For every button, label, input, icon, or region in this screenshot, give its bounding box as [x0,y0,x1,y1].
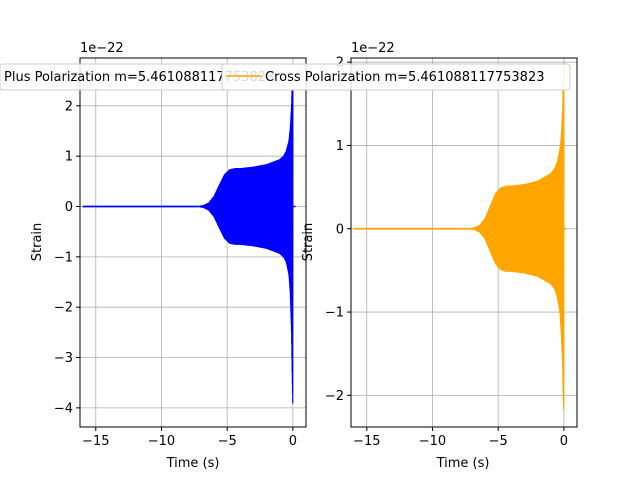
right-ytick-label: −1 [325,306,344,321]
right-legend: Cross Polarization m=5.461088117753823 [221,63,571,91]
right-ytick-label: 2 [336,56,344,71]
left-ytick-label: −4 [54,401,73,416]
right-ytick-label: 1 [336,139,344,154]
right-xtick-label: −15 [353,434,380,449]
left-legend-label: Plus Polarization m=5.461088117753823 [4,70,274,85]
right-xtick-label: 0 [560,434,568,449]
left-xtick-label: −15 [82,434,109,449]
left-ylabel: Strain [30,223,45,262]
right-ytick-label: 0 [336,222,344,237]
right-xtick-label: −10 [419,434,446,449]
left-ytick-label: 1 [65,150,73,165]
right-series-waveform [468,62,565,410]
left-xtick-label: −5 [218,434,237,449]
right-ytick-label: −2 [325,389,344,404]
left-xlabel: Time (s) [166,456,220,471]
left-offset-text: 1e−22 [80,41,124,56]
left-axes-frame [79,57,307,428]
left-ytick-label: −1 [54,250,73,265]
right-ylabel: Strain [301,223,316,262]
right-legend-box [221,63,571,91]
left-series-waveform [197,65,294,404]
left-ytick-label: 0 [65,200,73,215]
left-xtick-label: 0 [289,434,297,449]
right-xlabel: Time (s) [436,456,490,471]
right-axes-frame [350,57,578,428]
left-xtick-label: −10 [148,434,175,449]
left-ytick-label: −2 [54,301,73,316]
right-legend-label: Cross Polarization m=5.461088117753823 [265,70,544,85]
left-ytick-label: −3 [54,351,73,366]
left-ytick-label: 2 [65,99,73,114]
right-offset-text: 1e−22 [351,41,395,56]
right-xtick-label: −5 [489,434,508,449]
